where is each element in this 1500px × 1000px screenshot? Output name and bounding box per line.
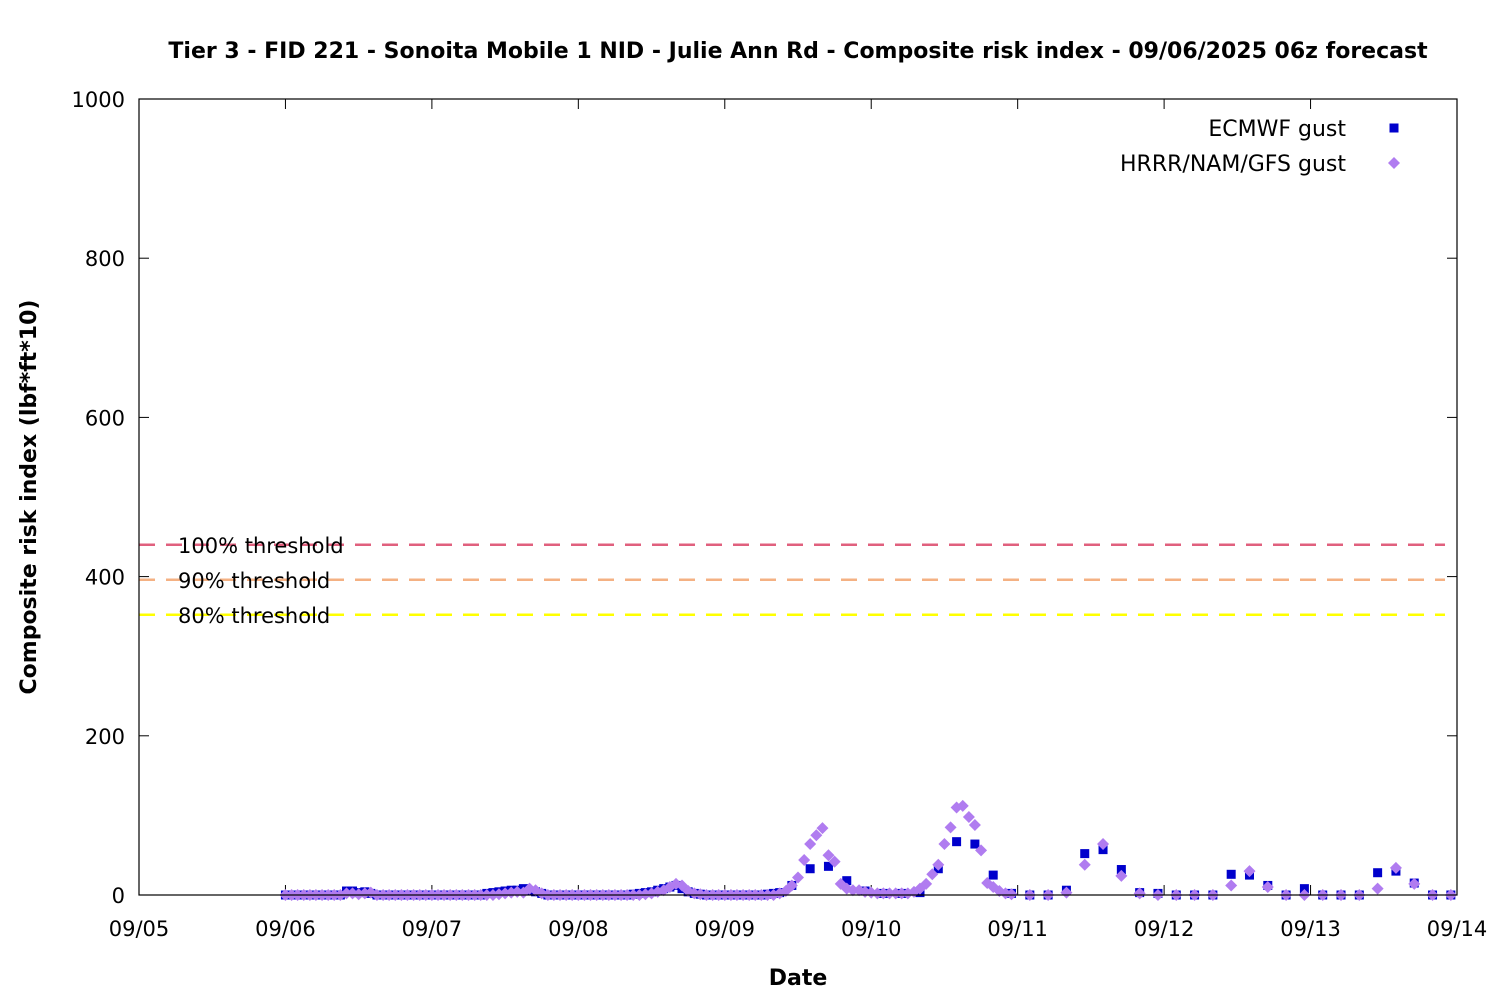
legend-label: ECMWF gust [1208, 117, 1346, 142]
thresholds-layer: 100% threshold 90% threshold 80% threshold [139, 534, 1445, 628]
ecmwf-point [805, 864, 815, 874]
y-tick-label: 800 [85, 247, 125, 271]
hrrr-point [1115, 869, 1128, 882]
hrrr-point [926, 868, 939, 881]
hrrr-point [828, 855, 841, 868]
hrrr-point [1078, 858, 1091, 871]
hrrr-point [944, 821, 957, 834]
hrrr-point [962, 810, 975, 823]
ecmwf-point [952, 837, 962, 847]
hrrr-point [822, 849, 835, 862]
ecmwf-point [823, 861, 833, 871]
ecmwf-point [1116, 865, 1126, 875]
x-axis-label: Date [769, 966, 828, 991]
x-tick-label: 09/12 [1134, 917, 1195, 941]
hrrr-point [1225, 879, 1238, 892]
x-tick-label: 09/05 [109, 917, 170, 941]
hrrr-point [810, 829, 823, 842]
hrrr-point [1005, 888, 1018, 901]
y-tick-label: 1000 [72, 88, 125, 112]
hrrr-point [1389, 861, 1402, 874]
y-tick-label: 200 [85, 725, 125, 749]
threshold-label: 90% threshold [178, 569, 330, 593]
ecmwf-point [988, 870, 998, 880]
ecmwf-point [970, 839, 980, 849]
legend-marker-diamond [1388, 157, 1400, 169]
chart-title: Tier 3 - FID 221 - Sonoita Mobile 1 NID … [168, 39, 1428, 64]
hrrr-point [1408, 877, 1421, 890]
hrrr-point [956, 799, 969, 812]
hrrr-point [1243, 865, 1256, 878]
legend-label: HRRR/NAM/GFS gust [1120, 152, 1346, 177]
x-tick-label: 09/14 [1427, 917, 1488, 941]
hrrr-point [895, 887, 908, 900]
axes-layer: 0 200 400 600 800 1000 09/05 09/06 09/07 09/08 09/… [72, 88, 1488, 941]
x-tick-label: 09/10 [841, 917, 902, 941]
legend-marker-square [1389, 123, 1399, 133]
hrrr-point [798, 853, 811, 866]
hrrr-point [938, 838, 951, 851]
x-tick-label: 09/11 [987, 917, 1048, 941]
threshold-label: 100% threshold [178, 534, 344, 558]
hrrr-point [877, 887, 890, 900]
hrrr-point [871, 887, 884, 900]
threshold-label: 80% threshold [178, 604, 330, 628]
legend: ECMWF gust HRRR/NAM/GFS gust [1120, 117, 1400, 177]
hrrr-point [792, 871, 804, 884]
x-tick-label: 09/06 [255, 917, 316, 941]
hrrr-point [1133, 887, 1146, 900]
hrrr-point [1097, 838, 1110, 851]
hrrr-point [1371, 882, 1384, 895]
hrrr-point [932, 858, 945, 871]
x-tick-label: 09/07 [402, 917, 463, 941]
hrrr-point [846, 884, 859, 897]
hrrr-point [883, 887, 896, 900]
data-points-layer [279, 799, 1457, 901]
y-tick-label: 600 [85, 406, 125, 430]
x-tick-label: 09/08 [548, 917, 609, 941]
y-tick-label: 0 [112, 884, 125, 908]
hrrr-point [920, 877, 933, 890]
hrrr-point [975, 844, 988, 857]
plot-frame [138, 98, 1458, 896]
hrrr-point [816, 822, 829, 835]
y-tick-label: 400 [85, 566, 125, 590]
hrrr-point [1060, 886, 1073, 899]
hrrr-point [968, 818, 981, 831]
x-tick-label: 09/13 [1280, 917, 1341, 941]
hrrr-point [340, 887, 353, 900]
hrrr-point [889, 887, 902, 900]
ecmwf-point [842, 876, 852, 886]
hrrr-point [785, 879, 798, 892]
ecmwf-point [1080, 849, 1090, 859]
y-axis-label: Composite risk index (lbf*ft*10) [17, 300, 42, 695]
hrrr-point [1261, 881, 1274, 894]
hrrr-point [804, 838, 817, 851]
x-tick-label: 09/09 [695, 917, 756, 941]
ecmwf-point [1373, 868, 1383, 878]
ecmwf-point [1226, 869, 1236, 879]
ecmwf-point [1299, 884, 1309, 894]
